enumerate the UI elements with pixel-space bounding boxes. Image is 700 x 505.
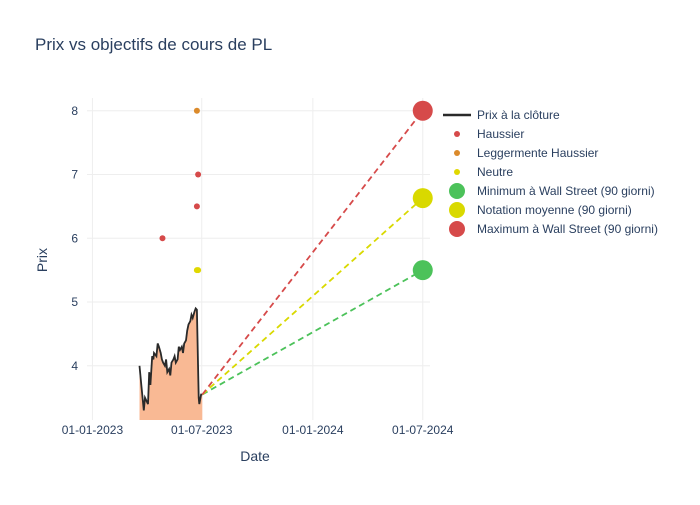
x-tick-label: 01-01-2023 [62,423,124,437]
legend-swatch-dot [454,169,460,175]
tick-layer: 01-01-2023 01-07-2023 01-01-2024 01-07-2024… [62,104,454,437]
legend-label: Minimum à Wall Street (90 giorni) [477,184,655,198]
y-tick-label: 8 [71,104,78,118]
rating-point-legerement-haussier [193,107,200,114]
legend-swatch-marker [449,183,465,199]
point-layer [159,100,433,281]
target-marker-moyenne [412,188,433,209]
legend-item: Neutre [454,165,513,179]
x-tick-label: 01-07-2023 [171,423,233,437]
legend-swatch-marker [449,202,465,218]
rating-point-neutre [195,267,202,274]
legend-item: Minimum à Wall Street (90 giorni) [449,183,655,199]
y-tick-label: 4 [71,359,78,373]
y-tick-label: 7 [71,168,78,182]
y-tick-label: 6 [71,231,78,245]
rating-point-haussier [159,235,166,242]
grid-layer [87,98,430,420]
legend-item: Notation moyenne (90 giorni) [449,202,632,218]
x-tick-label: 01-01-2024 [282,423,344,437]
legend-label: Maximum à Wall Street (90 giorni) [477,222,658,236]
legend-swatch-marker [449,221,465,237]
legend-item: Leggermente Haussier [454,146,598,160]
target-marker-maximum [412,100,433,121]
legend-label: Prix à la clôture [477,108,560,122]
legend-label: Leggermente Haussier [477,146,598,160]
y-tick-label: 5 [71,295,78,309]
legend-label: Notation moyenne (90 giorni) [477,203,632,217]
rating-point-haussier [193,203,200,210]
legend-label: Haussier [477,127,524,141]
line-layer [138,110,424,411]
legend-item: Maximum à Wall Street (90 giorni) [449,221,658,237]
legend: Prix à la clôture Haussier Leggermente Hau… [443,108,658,237]
target-line-minimum [201,269,424,396]
legend-label: Neutre [477,165,513,179]
legend-item: Haussier [454,127,524,141]
legend-swatch-dot [454,131,460,137]
x-tick-label: 01-07-2024 [392,423,454,437]
legend-item: Prix à la clôture [443,108,560,122]
legend-swatch-dot [454,150,460,156]
rating-point-haussier [195,171,202,178]
x-axis-label: Date [240,448,270,464]
y-axis-label: Prix [34,248,50,272]
chart-title: Prix vs objectifs de cours de PL [35,35,272,54]
target-marker-minimum [412,260,433,281]
close-price-line [138,306,203,411]
